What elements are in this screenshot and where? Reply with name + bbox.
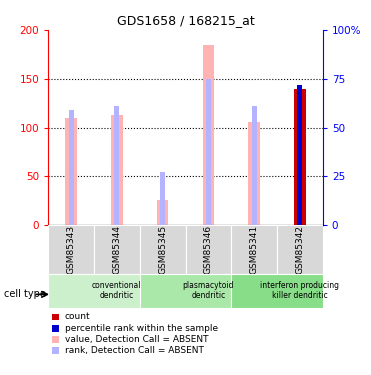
Bar	[111, 115, 122, 225]
Bar	[114, 106, 119, 225]
Bar	[206, 79, 211, 225]
Bar	[65, 118, 77, 225]
Text: percentile rank within the sample: percentile rank within the sample	[65, 324, 218, 333]
Bar	[297, 85, 302, 225]
Bar	[48, 225, 94, 274]
Bar	[231, 225, 277, 274]
Text: cell type: cell type	[4, 290, 46, 299]
Bar	[48, 274, 140, 308]
Bar	[140, 274, 231, 308]
Text: count: count	[65, 312, 91, 321]
Text: GSM85342: GSM85342	[295, 225, 304, 274]
Bar	[203, 45, 214, 225]
Bar	[252, 106, 257, 225]
Text: GSM85346: GSM85346	[204, 225, 213, 274]
Text: rank, Detection Call = ABSENT: rank, Detection Call = ABSENT	[65, 346, 204, 355]
Title: GDS1658 / 168215_at: GDS1658 / 168215_at	[116, 15, 255, 27]
Bar	[186, 225, 231, 274]
Bar	[140, 225, 186, 274]
Text: GSM85341: GSM85341	[250, 225, 259, 274]
Text: plasmacytoid
dendritic: plasmacytoid dendritic	[183, 281, 234, 300]
Text: GSM85344: GSM85344	[112, 225, 121, 274]
Text: interferon producing
killer dendritic: interferon producing killer dendritic	[260, 281, 339, 300]
Bar	[160, 172, 165, 225]
Bar	[277, 225, 323, 274]
Text: conventional
dendritic: conventional dendritic	[92, 281, 142, 300]
Bar	[94, 225, 140, 274]
Text: GSM85345: GSM85345	[158, 225, 167, 274]
Text: GSM85343: GSM85343	[67, 225, 76, 274]
Bar	[69, 110, 74, 225]
Text: value, Detection Call = ABSENT: value, Detection Call = ABSENT	[65, 335, 209, 344]
Bar	[294, 88, 306, 225]
Bar	[157, 200, 168, 225]
Bar	[249, 122, 260, 225]
Bar	[231, 274, 323, 308]
